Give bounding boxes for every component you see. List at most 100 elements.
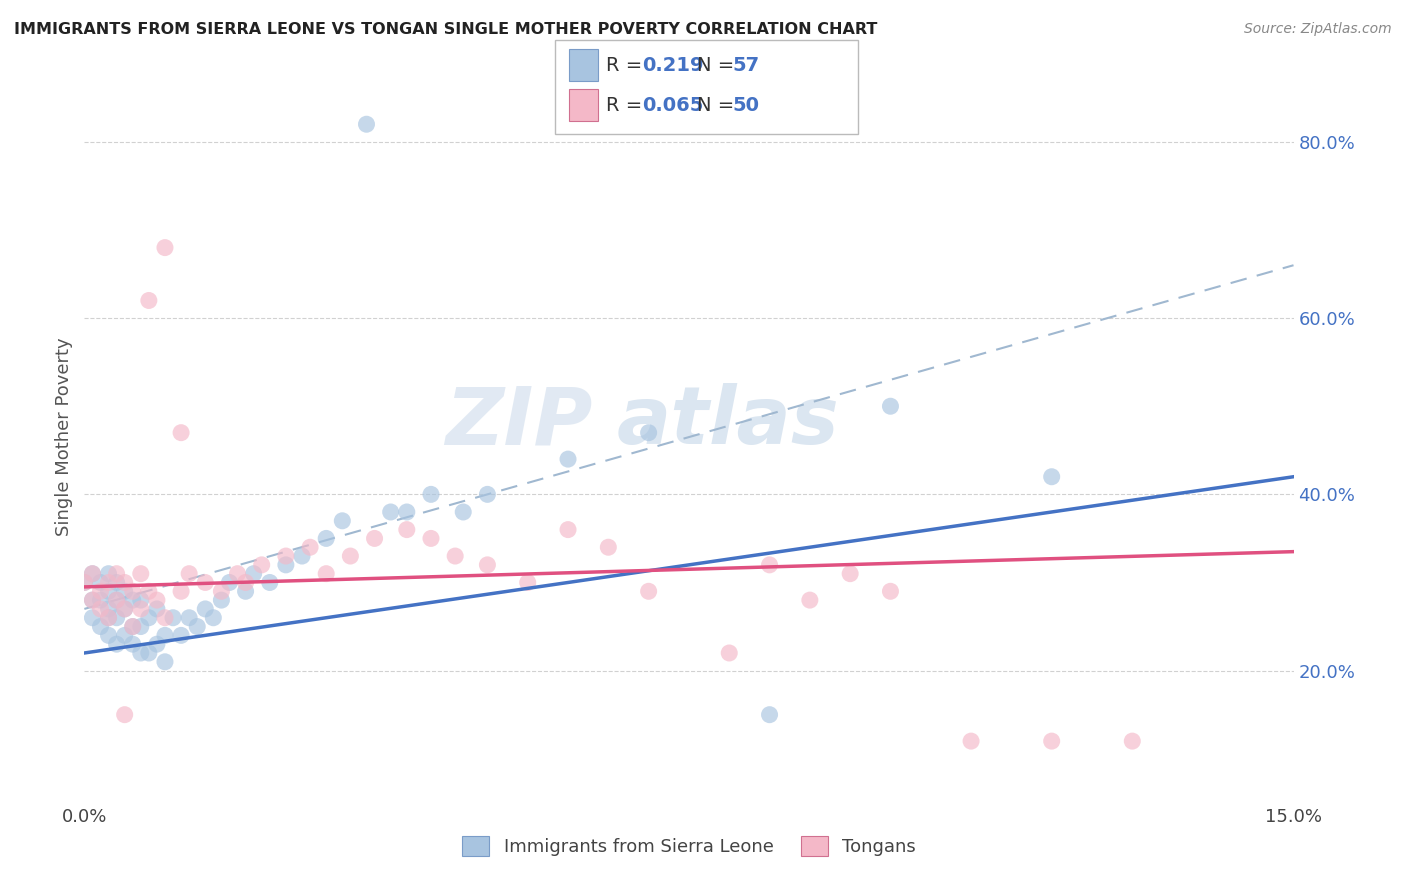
Point: [138, 584, 160, 599]
Point: [1121, 734, 1143, 748]
Point: [105, 637, 128, 651]
Point: [186, 619, 208, 633]
Point: [146, 593, 169, 607]
Point: [179, 566, 201, 581]
Point: [162, 611, 184, 625]
Point: [598, 540, 620, 554]
Point: [97, 611, 120, 625]
Point: [451, 505, 474, 519]
Point: [114, 584, 136, 599]
Text: 57: 57: [733, 55, 759, 75]
Point: [477, 558, 499, 572]
Point: [170, 584, 193, 599]
Point: [138, 293, 160, 308]
Point: [330, 514, 353, 528]
Point: [274, 549, 297, 563]
Point: [82, 566, 104, 581]
Point: [82, 566, 104, 581]
Point: [97, 566, 120, 581]
Point: [718, 646, 741, 660]
Point: [97, 611, 120, 625]
Point: [129, 646, 152, 660]
Point: [105, 593, 128, 607]
Point: [516, 575, 538, 590]
Point: [89, 584, 111, 599]
Point: [114, 602, 136, 616]
Text: atlas: atlas: [616, 384, 839, 461]
Point: [194, 575, 217, 590]
Point: [395, 523, 418, 537]
Point: [235, 575, 257, 590]
Point: [146, 637, 169, 651]
Point: [129, 619, 152, 633]
Point: [395, 505, 418, 519]
Point: [138, 646, 160, 660]
Point: [89, 602, 111, 616]
Point: [299, 540, 322, 554]
Point: [153, 611, 176, 625]
Point: [153, 655, 176, 669]
Point: [879, 584, 901, 599]
Point: [202, 611, 225, 625]
Point: [105, 566, 128, 581]
Point: [97, 584, 120, 599]
Point: [250, 558, 273, 572]
Point: [637, 425, 659, 440]
Point: [129, 602, 152, 616]
Point: [129, 566, 152, 581]
Text: 0.065: 0.065: [643, 95, 704, 115]
Point: [315, 566, 337, 581]
Y-axis label: Single Mother Poverty: Single Mother Poverty: [55, 338, 73, 536]
Point: [218, 575, 240, 590]
Legend: Immigrants from Sierra Leone, Tongans: Immigrants from Sierra Leone, Tongans: [454, 829, 924, 863]
Point: [105, 575, 128, 590]
Point: [138, 611, 160, 625]
Text: Source: ZipAtlas.com: Source: ZipAtlas.com: [1244, 22, 1392, 37]
Point: [339, 549, 361, 563]
Point: [420, 532, 443, 546]
Point: [291, 549, 314, 563]
Point: [1040, 469, 1063, 483]
Point: [879, 399, 901, 413]
Point: [121, 593, 143, 607]
Point: [82, 593, 104, 607]
Point: [121, 619, 143, 633]
Point: [114, 575, 136, 590]
Point: [179, 611, 201, 625]
Point: [153, 241, 176, 255]
Point: [97, 628, 120, 642]
Point: [209, 584, 232, 599]
Text: N =: N =: [697, 55, 741, 75]
Point: [170, 425, 193, 440]
Text: 50: 50: [733, 95, 759, 115]
Point: [315, 532, 337, 546]
Point: [105, 593, 128, 607]
Point: [121, 637, 143, 651]
Point: [97, 602, 120, 616]
Point: [363, 532, 385, 546]
Point: [121, 619, 143, 633]
Text: R =: R =: [606, 55, 648, 75]
Point: [1040, 734, 1063, 748]
Point: [242, 566, 264, 581]
Point: [89, 619, 111, 633]
Point: [235, 584, 257, 599]
Point: [209, 593, 232, 607]
Text: ZIP: ZIP: [444, 384, 592, 461]
Point: [129, 593, 152, 607]
Point: [557, 452, 579, 467]
Point: [274, 558, 297, 572]
Point: [356, 117, 378, 131]
Point: [477, 487, 499, 501]
Point: [82, 611, 104, 625]
Point: [105, 611, 128, 625]
Text: IMMIGRANTS FROM SIERRA LEONE VS TONGAN SINGLE MOTHER POVERTY CORRELATION CHART: IMMIGRANTS FROM SIERRA LEONE VS TONGAN S…: [14, 22, 877, 37]
Point: [97, 575, 120, 590]
Point: [194, 602, 217, 616]
Point: [839, 566, 862, 581]
Point: [226, 566, 249, 581]
Point: [637, 584, 659, 599]
Point: [121, 584, 143, 599]
Point: [146, 602, 169, 616]
Point: [758, 707, 780, 722]
